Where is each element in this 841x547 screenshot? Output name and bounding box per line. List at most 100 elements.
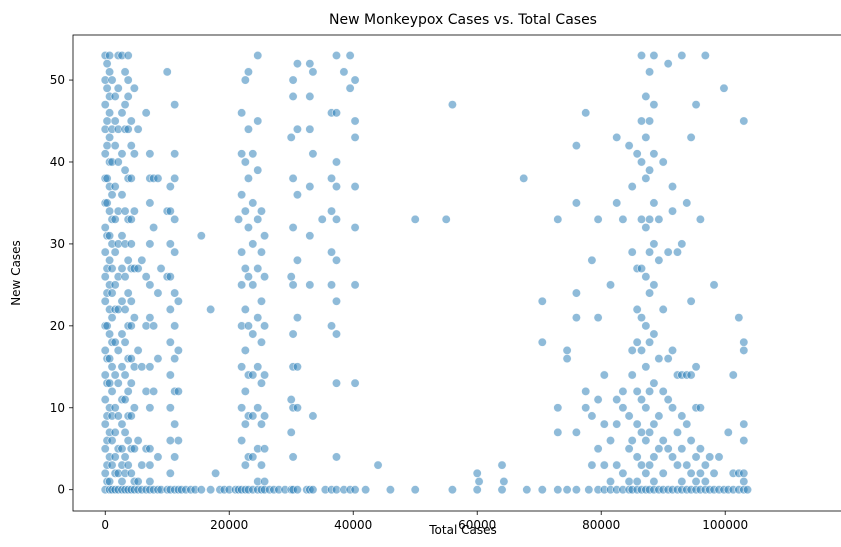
scatter-point — [253, 362, 263, 372]
scatter-point — [126, 378, 136, 388]
scatter-point — [645, 214, 655, 224]
scatter-point — [695, 214, 705, 224]
scatter-point — [695, 468, 705, 478]
scatter-point — [658, 468, 668, 478]
scatter-point — [562, 354, 572, 364]
scatter-point — [587, 411, 597, 421]
scatter-point — [243, 124, 253, 134]
scatter-point — [120, 304, 130, 314]
scatter-point — [100, 296, 110, 306]
scatter-point — [145, 444, 155, 454]
scatter-point — [260, 444, 270, 454]
scatter-point — [292, 255, 302, 265]
scatter-point — [113, 378, 123, 388]
scatter-point — [593, 444, 603, 454]
scatter-point — [624, 477, 634, 487]
scatter-point — [612, 132, 622, 142]
scatter-point — [519, 173, 529, 183]
scatter-point — [668, 345, 678, 355]
scatter-point — [739, 345, 749, 355]
scatter-point — [237, 149, 247, 159]
scatter-point — [133, 263, 143, 273]
scatter-point — [100, 419, 110, 429]
scatter-point — [206, 485, 216, 495]
scatter-point — [654, 411, 664, 421]
scatter-point — [240, 206, 250, 216]
scatter-point — [649, 198, 659, 208]
scatter-point — [237, 362, 247, 372]
scatter-point — [156, 263, 166, 273]
scatter-point — [253, 116, 263, 126]
scatter-point — [260, 411, 270, 421]
scatter-point — [645, 116, 655, 126]
scatter-point — [637, 395, 647, 405]
scatter-point — [649, 149, 659, 159]
scatter-point — [286, 132, 296, 142]
scatter-point — [606, 436, 616, 446]
scatter-point — [237, 108, 247, 118]
scatter-point — [165, 436, 175, 446]
scatter-point — [571, 485, 581, 495]
scatter-point — [637, 345, 647, 355]
y-tick-label: 20 — [50, 319, 65, 333]
scatter-point — [145, 239, 155, 249]
scatter-point — [141, 272, 151, 282]
scatter-point — [165, 370, 175, 380]
scatter-point — [627, 345, 637, 355]
scatter-point — [739, 337, 749, 347]
scatter-point — [141, 386, 151, 396]
scatter-point — [714, 452, 724, 462]
scatter-point — [641, 403, 651, 413]
scatter-point — [658, 157, 668, 167]
scatter-point — [571, 427, 581, 437]
scatter-point — [126, 354, 136, 364]
scatter-point — [668, 182, 678, 192]
scatter-point — [141, 321, 151, 331]
scatter-point — [700, 460, 710, 470]
scatter-point — [173, 345, 183, 355]
scatter-point — [129, 362, 139, 372]
scatter-point — [126, 239, 136, 249]
scatter-point — [350, 116, 360, 126]
scatter-point — [645, 247, 655, 257]
scatter-point — [612, 460, 622, 470]
scatter-point — [553, 403, 563, 413]
scatter-point — [645, 427, 655, 437]
scatter-point — [260, 477, 270, 487]
scatter-point — [253, 50, 263, 60]
scatter-point — [719, 83, 729, 93]
scatter-point — [331, 296, 341, 306]
scatter-point — [410, 214, 420, 224]
scatter-point — [677, 239, 687, 249]
scatter-point — [165, 403, 175, 413]
scatter-point — [100, 100, 110, 110]
scatter-point — [260, 321, 270, 331]
scatter-point — [100, 223, 110, 233]
scatter-point — [165, 239, 175, 249]
scatter-point — [682, 419, 692, 429]
scatter-point — [331, 157, 341, 167]
scatter-point — [677, 477, 687, 487]
scatter-point — [110, 182, 120, 192]
scatter-point — [165, 272, 175, 282]
scatter-point — [682, 198, 692, 208]
scatter-point — [743, 485, 753, 495]
scatter-point — [170, 247, 180, 257]
scatter-point — [120, 337, 130, 347]
scatter-point — [120, 370, 130, 380]
scatter-point — [288, 91, 298, 101]
scatter-point — [308, 67, 318, 77]
scatter-point — [739, 436, 749, 446]
scatter-point — [288, 223, 298, 233]
scatter-point — [260, 231, 270, 241]
scatter-point — [637, 214, 647, 224]
scatter-point — [165, 182, 175, 192]
scatter-point — [253, 313, 263, 323]
scatter-point — [107, 263, 117, 273]
scatter-point — [110, 280, 120, 290]
scatter-point — [587, 255, 597, 265]
scatter-point — [663, 59, 673, 69]
scatter-point — [606, 477, 616, 487]
scatter-point — [497, 485, 507, 495]
scatter-point — [663, 354, 673, 364]
